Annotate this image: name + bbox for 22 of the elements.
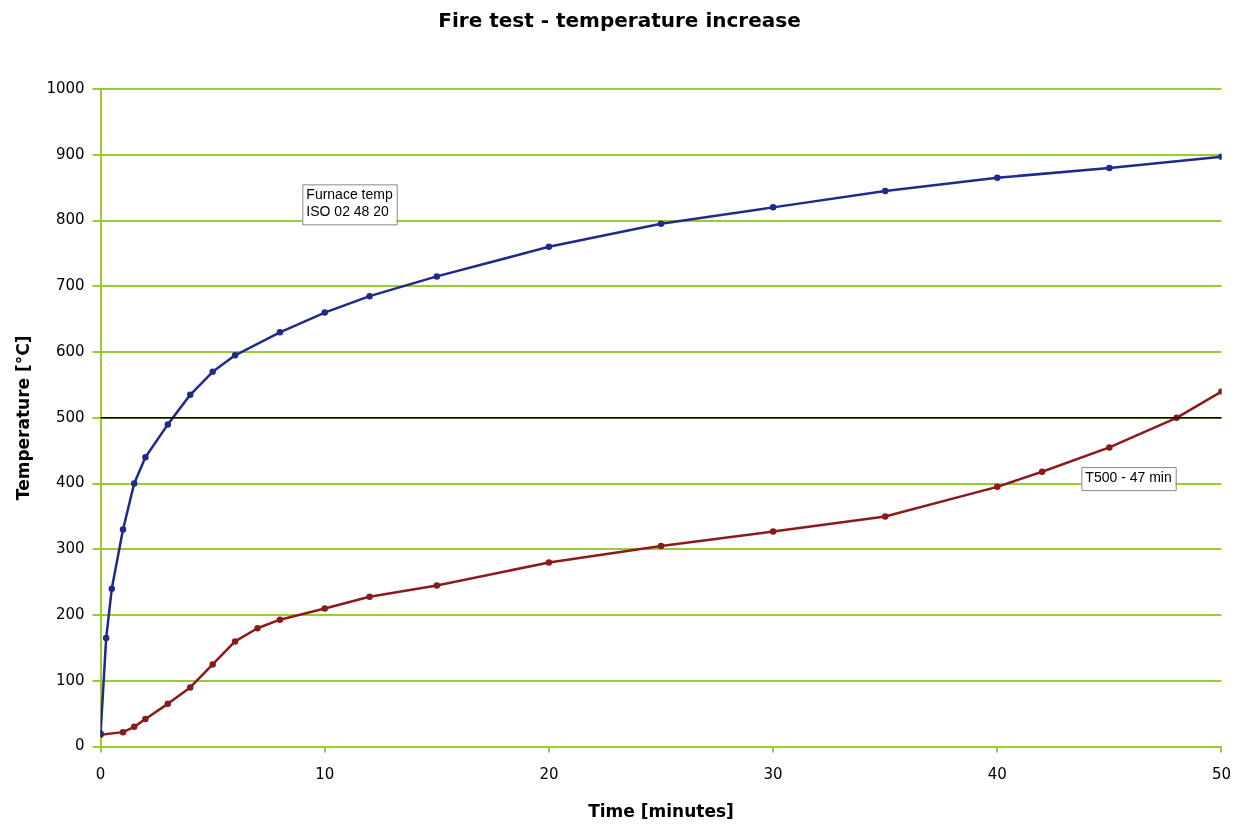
y-tick-label: 300 xyxy=(55,539,85,558)
x-tick-label: 10 xyxy=(315,765,335,784)
annotation: T500 - 47 min xyxy=(1085,468,1172,485)
y-tick-label: 400 xyxy=(55,473,85,492)
chart-title: Fire test - temperature increase xyxy=(438,8,801,33)
y-tick-label: 800 xyxy=(55,210,85,229)
x-tick-label: 20 xyxy=(539,765,559,784)
y-tick-label: 900 xyxy=(55,144,85,163)
y-tick-label: 200 xyxy=(55,604,85,623)
y-tick-label: 600 xyxy=(55,341,85,360)
y-tick-label: 500 xyxy=(55,407,85,426)
x-tick-label: 30 xyxy=(763,765,783,784)
x-tick-label: 0 xyxy=(95,765,106,784)
y-tick-label: 0 xyxy=(75,736,85,755)
x-tick-label: 40 xyxy=(987,765,1007,784)
x-axis-title: Time [minutes] xyxy=(588,801,734,822)
y-tick-label: 100 xyxy=(55,670,85,689)
annotation: Furnace temp ISO 02 48 20 xyxy=(306,186,393,220)
y-axis-title: Temperature [°C] xyxy=(12,335,33,501)
y-tick-label: 700 xyxy=(55,276,85,295)
y-tick-label: 1000 xyxy=(46,78,85,97)
x-tick-label: 50 xyxy=(1211,765,1231,784)
